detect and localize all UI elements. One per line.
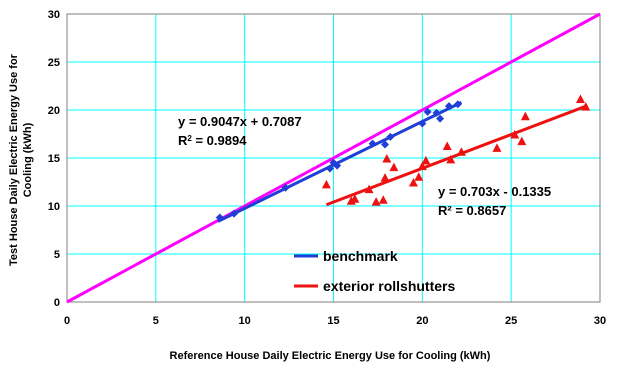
reference-line-1to1 (66, 12, 601, 304)
benchmark-point (325, 164, 334, 173)
benchmark-point (453, 100, 462, 109)
rollshutters-point (414, 172, 424, 181)
benchmark-point (230, 209, 239, 218)
legend-label-rollshutters: exterior rollshutters (323, 278, 455, 294)
benchmark-point (281, 183, 290, 192)
x-tick-label: 10 (239, 315, 251, 327)
y-tick-label: 10 (48, 201, 60, 213)
rollshutters-point (446, 154, 456, 164)
benchmark-point (386, 132, 395, 141)
rollshutters-point (380, 173, 390, 182)
reference-line (66, 12, 601, 304)
rollshutters-point (364, 184, 374, 194)
rollshutters-point (408, 177, 418, 187)
benchmark-point (333, 161, 342, 170)
y-axis-title-line2: Cooling (kWh) (22, 122, 34, 197)
benchmark-point (436, 114, 445, 123)
rollshutters-point (517, 136, 527, 146)
benchmark-point (368, 139, 377, 148)
benchmark-point (418, 119, 427, 128)
x-tick-label: 25 (505, 315, 517, 327)
rollshutters-point (510, 129, 520, 139)
rollshutters-point (382, 153, 392, 163)
x-axis-title: Reference House Daily Electric Energy Us… (170, 350, 491, 362)
rollshutters-point (321, 179, 331, 189)
rollshutters-point (350, 194, 360, 203)
rollshutters-point (575, 94, 585, 103)
rollshutters-equation: y = 0.703x - 0.1335 (438, 184, 551, 199)
x-tick-label: 20 (416, 315, 428, 327)
rollshutters-point (421, 155, 431, 165)
legend-label-benchmark: benchmark (323, 248, 398, 264)
benchmark-point (423, 107, 432, 116)
x-tick-labels: 0 5 10 15 20 25 30 (64, 315, 606, 327)
y-tick-label: 0 (54, 297, 60, 309)
x-tick-label: 30 (594, 315, 606, 327)
y-tick-label: 20 (48, 105, 60, 117)
rollshutters-point (581, 102, 591, 111)
benchmark-point (215, 213, 224, 222)
rollshutters-point (492, 143, 502, 152)
x-tick-label: 0 (64, 315, 70, 327)
x-tick-label: 5 (153, 315, 159, 327)
rollshutters-point (378, 195, 388, 204)
benchmark-point (444, 102, 453, 111)
y-tick-label: 30 (48, 9, 60, 21)
rollshutters-point (456, 147, 466, 156)
rollshutters-point (520, 111, 530, 121)
rollshutters-point (417, 161, 427, 171)
y-tick-label: 25 (48, 57, 60, 69)
data-markers (215, 94, 591, 222)
benchmark-point (432, 108, 441, 117)
rollshutters-point (371, 197, 381, 206)
benchmark-equation: y = 0.9047x + 0.7087 (178, 114, 302, 129)
y-tick-label: 5 (54, 249, 60, 261)
y-tick-label: 15 (48, 153, 60, 165)
plot-area (66, 13, 601, 303)
x-tick-label: 15 (327, 315, 339, 327)
benchmark-r2: R2 = 0.9894 (178, 133, 247, 148)
benchmark-point (381, 140, 390, 149)
rollshutters-point (442, 141, 452, 150)
rollshutters-point (389, 162, 399, 172)
y-axis-title-line1: Test House Daily Electric Energy Use for (8, 53, 20, 266)
legend: benchmark exterior rollshutters (294, 248, 455, 294)
y-tick-labels: 0 5 10 15 20 25 30 (48, 9, 60, 309)
rollshutters-r2: R² = 0.8657 (438, 203, 506, 218)
